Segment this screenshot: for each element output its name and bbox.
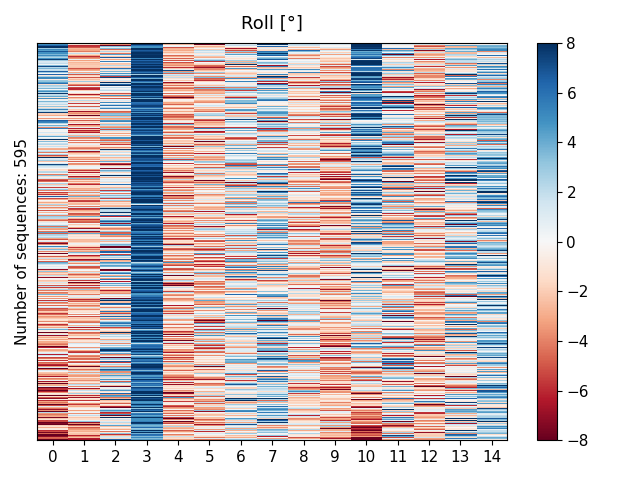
Title: Roll [°]: Roll [°] (241, 15, 303, 33)
Y-axis label: Number of sequences: 595: Number of sequences: 595 (15, 138, 30, 345)
